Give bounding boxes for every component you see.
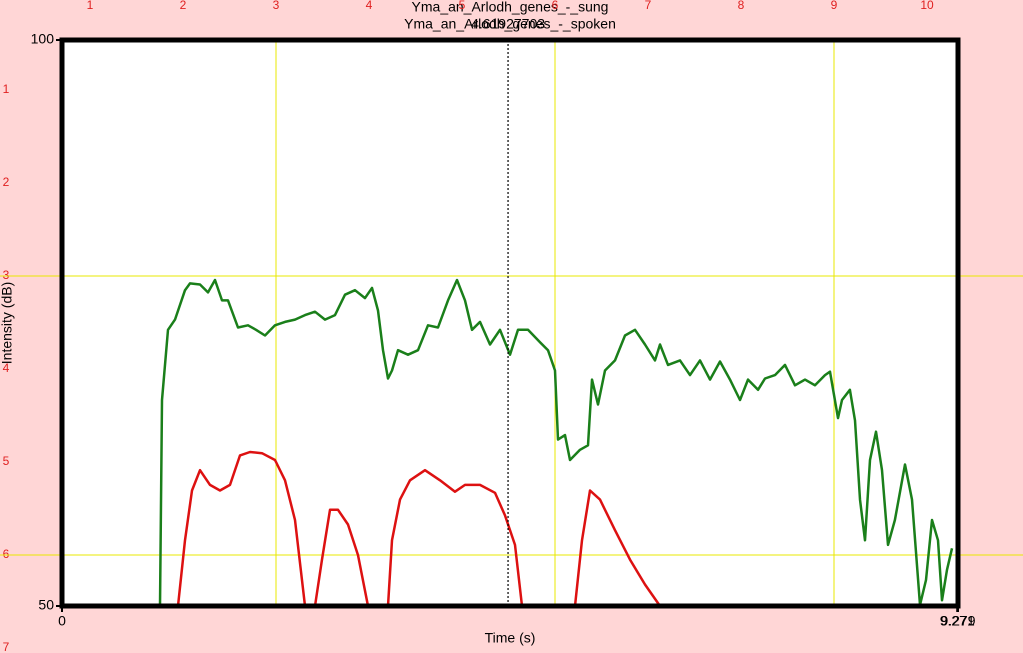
ruler-label: 7 [3, 640, 10, 653]
ruler-label: 5 [459, 0, 466, 12]
ruler-label: 4 [3, 361, 10, 375]
intensity-line [176, 450, 662, 607]
y-tick-label: 100 [31, 31, 55, 47]
ruler-label: 1 [87, 0, 94, 12]
ruler-label: 3 [3, 268, 10, 282]
ruler-label: 4 [366, 0, 373, 12]
cursor-label: 4.61927703 [471, 16, 545, 32]
ruler-label: 2 [3, 175, 10, 189]
x-tick-label: 9.279 [940, 613, 975, 629]
x-axis-label: Time (s) [485, 630, 536, 646]
ruler-label: 8 [738, 0, 745, 12]
ruler-label: 6 [552, 0, 559, 12]
y-axis-label: Intensity (dB) [0, 282, 15, 364]
ruler-label: 3 [273, 0, 280, 12]
ruler-label: 1 [3, 82, 10, 96]
ruler-label: 10 [920, 0, 934, 12]
plot-area [62, 40, 958, 606]
ruler-label: 7 [645, 0, 652, 12]
ruler-label: 6 [3, 547, 10, 561]
series-title: Yma_an_Arlodh_genes_-_sung [412, 0, 609, 15]
series-title: Yma_an_Arlodh_genes_-_spoken [404, 16, 616, 32]
ruler-label: 2 [180, 0, 187, 12]
x-tick-label: 9.271 [940, 613, 975, 629]
ruler-label: 9 [831, 0, 838, 12]
intensity-line [158, 278, 954, 607]
ruler-label: 5 [3, 454, 10, 468]
y-tick-label: 50 [38, 597, 54, 613]
plot-frame [59, 37, 961, 609]
x-tick-label: 0 [58, 613, 66, 629]
